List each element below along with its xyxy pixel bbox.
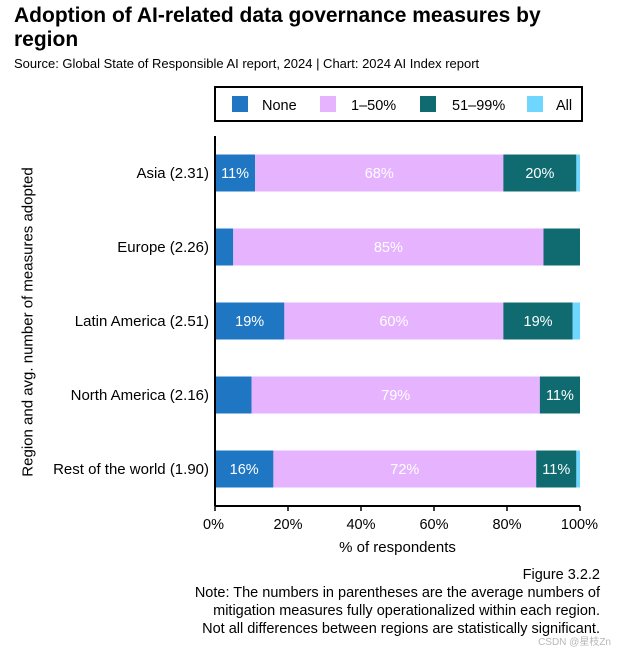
legend-label-2: 51–99% [452,98,505,114]
chart-title: Adoption of AI-related data governance m… [14,4,541,51]
x-tick-label-0: 0% [203,517,224,533]
legend-label-1: 1–50% [351,98,396,114]
chart-source: Source: Global State of Responsible AI r… [14,56,480,71]
bar-label-2-0: 19% [235,314,264,330]
watermark: CSDN @星枝Zn [538,637,611,648]
bar-label-2-1: 60% [379,314,408,330]
note-line-3: Not all differences between regions are … [202,621,600,637]
legend-swatch-2 [420,96,436,112]
bar-0-1 [255,154,504,192]
legend-swatch-3 [527,96,543,112]
x-tick-label-5: 100% [561,517,598,533]
bar-0-0 [215,154,256,192]
bar-3-1 [251,376,540,414]
bar-label-0-0: 11% [221,166,249,182]
bar-label-0-2: 20% [525,166,554,182]
bar-0-2 [503,154,577,192]
bar-label-4-2: 11% [542,462,570,478]
x-axis-label: % of respondents [339,539,456,556]
note-line-1: Note: The numbers in parentheses are the… [194,585,600,601]
x-tick-label-1: 20% [273,517,302,533]
legend-label-0: None [262,98,297,114]
bar-3-0 [215,376,252,414]
x-tick-label-4: 80% [492,517,521,533]
note-line-2: mitigation measures fully operationalize… [213,603,600,619]
bar-label-3-2: 11% [546,388,574,404]
bar-label-1-1: 85% [374,240,403,256]
bar-label-0-1: 68% [365,166,394,182]
x-tick-label-3: 60% [419,517,448,533]
bar-4-0 [215,450,274,488]
bar-0-3 [576,154,580,192]
category-label-2: Latin America (2.51) [75,313,209,330]
bar-label-3-1: 79% [381,388,410,404]
legend-label-3: All [556,98,572,114]
legend-swatch-1 [320,96,336,112]
legend-box [214,86,583,122]
bar-label-4-1: 72% [390,462,419,478]
bar-1-2 [543,228,580,266]
note-block: Figure 3.2.2 Note: The numbers in parent… [195,566,600,638]
bar-4-1 [273,450,537,488]
category-label-4: Rest of the world (1.90) [53,461,209,478]
legend-swatch-0 [232,96,248,112]
figure-label: Figure 3.2.2 [522,567,600,583]
category-label-3: North America (2.16) [71,387,209,404]
bar-1-0 [215,228,234,266]
bar-3-2 [539,376,580,414]
bar-2-2 [503,302,573,340]
bar-2-3 [572,302,580,340]
x-tick-label-2: 40% [346,517,375,533]
bar-1-1 [233,228,544,266]
bar-4-3 [576,450,580,488]
category-label-1: Europe (2.26) [117,239,209,256]
bar-4-2 [536,450,577,488]
bar-label-2-2: 19% [524,314,553,330]
bar-label-4-0: 16% [230,462,259,478]
bar-2-1 [284,302,504,340]
category-label-0: Asia (2.31) [136,165,209,182]
bar-2-0 [215,302,285,340]
